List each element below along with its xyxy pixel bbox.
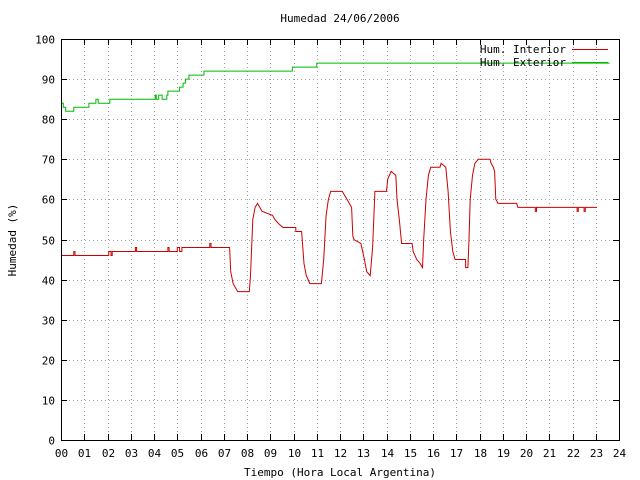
x-tick-label: 20 <box>520 447 533 460</box>
x-tick-label: 12 <box>334 447 347 460</box>
x-axis-label: Tiempo (Hora Local Argentina) <box>244 466 436 479</box>
x-tick-label: 19 <box>497 447 510 460</box>
x-tick-label: 01 <box>78 447 91 460</box>
y-tick-label: 0 <box>48 435 55 448</box>
legend-label: Hum. Exterior <box>480 56 566 69</box>
legend-label: Hum. Interior <box>480 43 566 56</box>
y-tick-label: 50 <box>42 235 55 248</box>
series-line-interior <box>61 158 597 293</box>
x-tick-label: 18 <box>474 447 487 460</box>
series-lines <box>61 62 610 293</box>
x-tick-label: 13 <box>357 447 370 460</box>
x-tick-label: 08 <box>241 447 254 460</box>
y-tick-label: 90 <box>42 74 55 87</box>
x-tick-label: 21 <box>543 447 556 460</box>
x-tick-label: 02 <box>102 447 115 460</box>
y-tick-label: 40 <box>42 275 55 288</box>
x-tick-label: 15 <box>404 447 417 460</box>
x-tick-label: 05 <box>171 447 184 460</box>
y-tick-label: 20 <box>42 355 55 368</box>
y-tick-label: 60 <box>42 194 55 207</box>
series-line-exterior <box>61 62 610 112</box>
y-tick-label: 30 <box>42 315 55 328</box>
x-tick-label: 14 <box>381 447 395 460</box>
x-tick-label: 17 <box>450 447 463 460</box>
plot-frame <box>61 39 620 441</box>
y-tick-label: 80 <box>42 114 55 127</box>
y-tick-label: 70 <box>42 154 55 167</box>
x-tick-label: 06 <box>195 447 208 460</box>
x-tick-label: 24 <box>613 447 627 460</box>
y-axis-label: Humedad (%) <box>6 204 19 277</box>
x-tick-label: 16 <box>427 447 440 460</box>
y-tick-label: 10 <box>42 395 55 408</box>
y-tick-label: 100 <box>35 34 55 47</box>
x-tick-label: 22 <box>567 447 580 460</box>
x-tick-label: 23 <box>590 447 603 460</box>
x-tick-label: 07 <box>218 447 231 460</box>
x-tick-label: 00 <box>55 447 68 460</box>
x-tick-label: 09 <box>264 447 277 460</box>
x-tick-label: 10 <box>288 447 301 460</box>
axis-ticks: 0 10 20 30 40 50 60 70 80 90 100 00 01 02 03 04 05 06 07 08… <box>35 34 626 461</box>
chart-title: Humedad 24/06/2006 <box>280 12 399 25</box>
x-tick-label: 03 <box>125 447 138 460</box>
x-tick-label: 04 <box>148 447 162 460</box>
grid <box>61 39 619 440</box>
x-tick-label: 11 <box>311 447 324 460</box>
